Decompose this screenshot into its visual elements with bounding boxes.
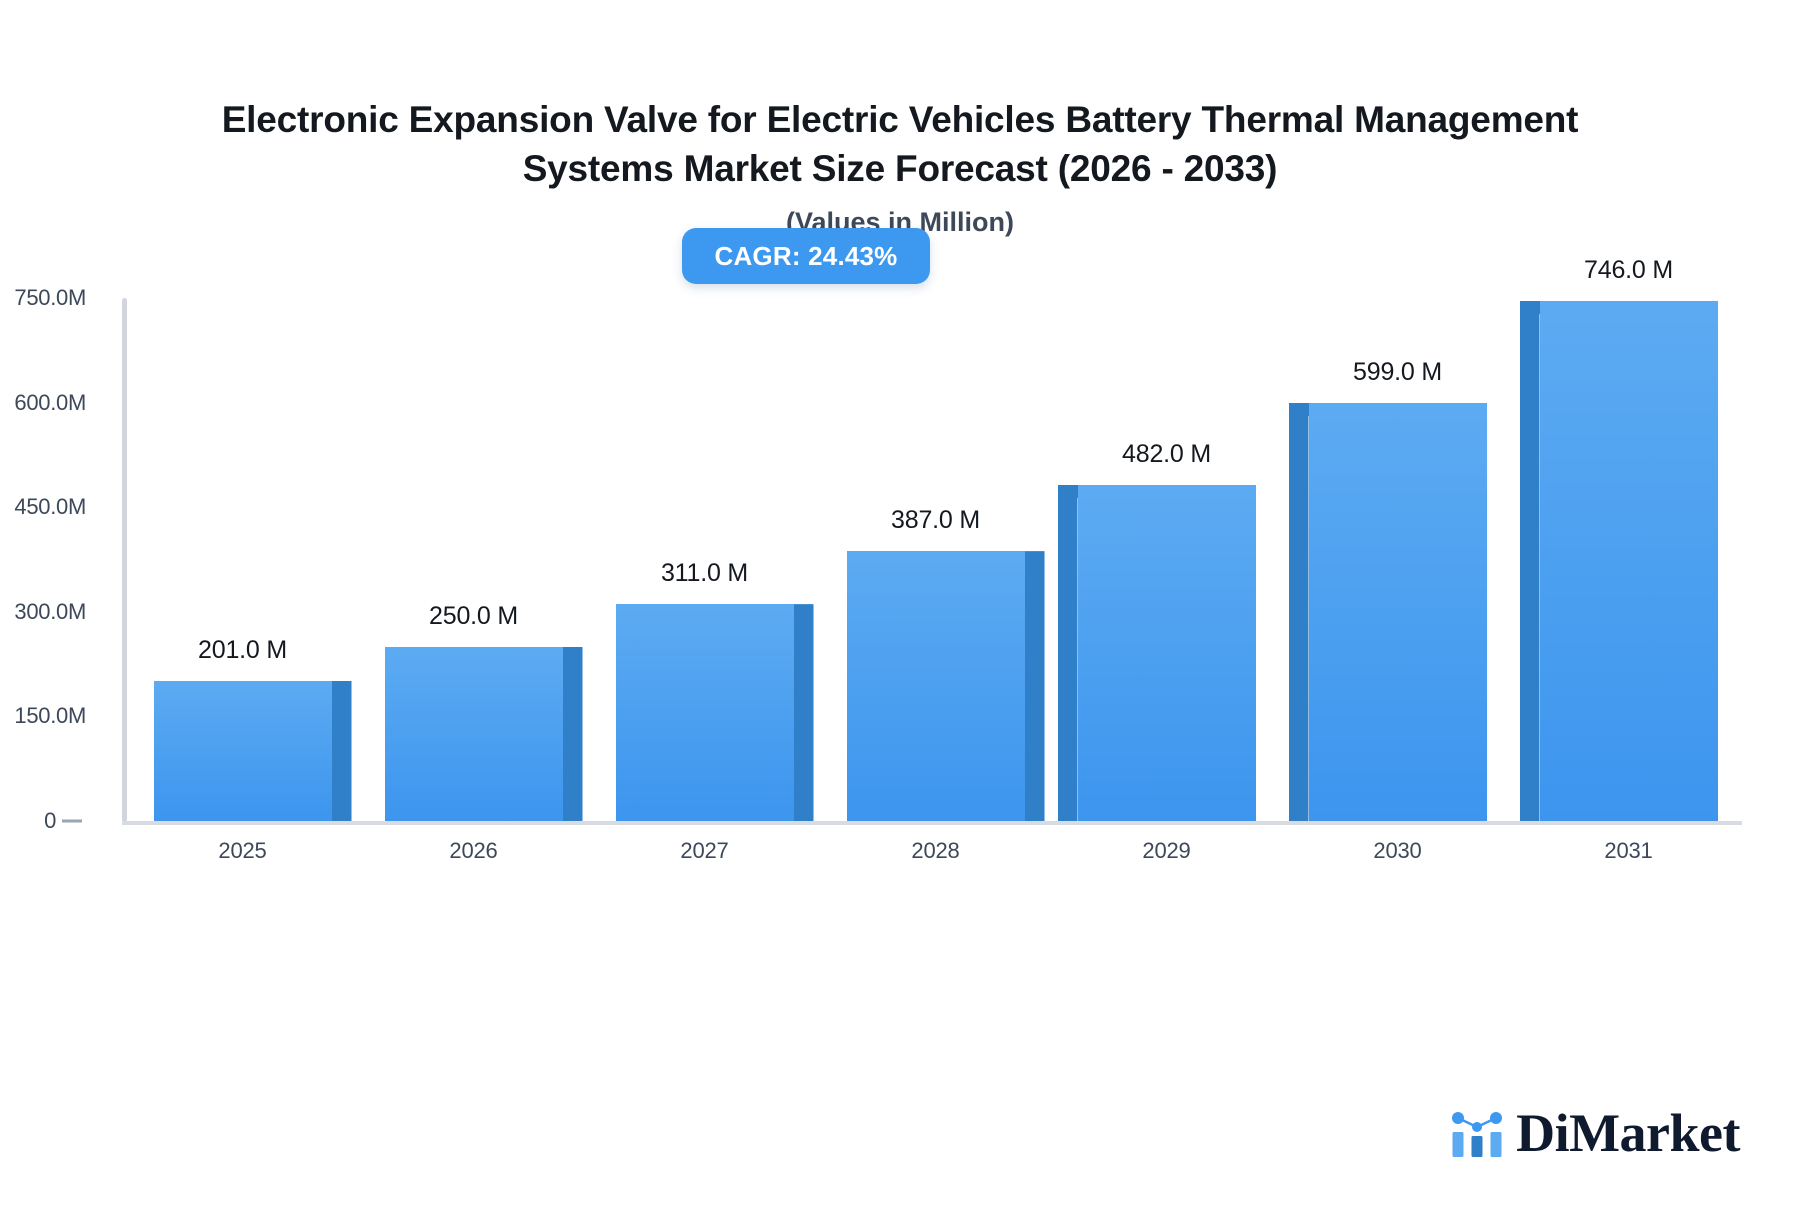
bar[interactable] <box>1077 484 1256 821</box>
y-axis-tick-label: 450.0M <box>14 494 86 520</box>
bar-group-2029[interactable]: 482.0 M <box>1057 290 1256 822</box>
x-axis-tick-label: 2026 <box>449 838 498 863</box>
bar-value-label: 201.0 M <box>198 635 287 664</box>
bar[interactable] <box>1308 403 1487 821</box>
cagr-badge-label: CAGR: 24.43% <box>714 240 898 271</box>
bar-depth-top <box>793 604 814 618</box>
bar-depth-side <box>1024 563 1045 821</box>
chart-header: Electronic Expansion Valve for Electric … <box>150 96 1650 238</box>
bar[interactable] <box>846 551 1025 821</box>
bar[interactable] <box>384 646 563 821</box>
y-axis-tick-label: 600.0M <box>14 389 86 415</box>
bar-value-label: 250.0 M <box>429 601 518 630</box>
bar-value-label: 311.0 M <box>660 559 749 588</box>
y-axis-tick-label: 0 <box>44 808 56 833</box>
bar-series: 201.0 M 250.0 M 311.0 M 387.0 M 482.0 M 599.0… <box>127 256 1744 822</box>
y-axis-tick-label: 750.0M <box>14 285 86 310</box>
bar-depth-top <box>1057 484 1078 498</box>
bar-group-2030[interactable]: 599.0 M <box>1288 290 1487 822</box>
bar-value-label: 746.0 M <box>1584 255 1673 284</box>
y-axis-tick-mark <box>62 819 82 823</box>
bar-depth-top <box>331 680 352 694</box>
bar-depth-top <box>1288 403 1309 417</box>
bar-depth-top <box>562 646 583 660</box>
bar-depth-side <box>793 616 814 821</box>
bar[interactable] <box>615 604 794 821</box>
bar-group-2031[interactable]: 746.0 M <box>1519 256 1718 822</box>
bar-value-label: 482.0 M <box>1122 439 1211 468</box>
bar[interactable] <box>153 680 332 821</box>
bar-group-2025[interactable]: 201.0 M <box>153 290 352 822</box>
bar-depth-top <box>1024 551 1045 565</box>
bar-depth-side <box>562 658 583 821</box>
bar-group-2027[interactable]: 311.0 M <box>615 290 814 822</box>
brand-logo: DiMarket <box>1451 1106 1740 1160</box>
bar-depth-side <box>1057 496 1078 821</box>
y-axis-tick-label: 150.0M <box>14 703 86 729</box>
bar-depth-top <box>1519 300 1540 314</box>
x-axis-tick-label: 2027 <box>680 838 729 863</box>
y-axis-tick-label: 300.0M <box>14 598 86 624</box>
bar-group-2026[interactable]: 250.0 M <box>384 290 583 822</box>
x-axis-tick-label: 2031 <box>1604 838 1653 863</box>
y-axis-tick-labels: 0 150.0M 300.0M 450.0M 600.0M 750.0M <box>0 285 104 910</box>
x-axis-line <box>122 821 1742 825</box>
cagr-badge: CAGR: 24.43% <box>682 228 930 284</box>
bar-depth-side <box>1519 312 1540 821</box>
x-axis-tick-label: 2029 <box>1142 838 1191 863</box>
bar-depth-side <box>331 692 352 821</box>
brand-name: DiMarket <box>1516 1103 1740 1163</box>
bar-chart-logo-icon <box>1452 1112 1503 1157</box>
bar-depth-side <box>1288 415 1309 821</box>
bar-group-2028[interactable]: 387.0 M <box>846 290 1045 822</box>
bar[interactable] <box>1539 300 1718 821</box>
x-axis-tick-labels: 2025 2026 2027 2028 2029 2030 2031 <box>127 838 1744 878</box>
bar-value-label: 387.0 M <box>891 506 980 535</box>
x-axis-tick-label: 2028 <box>911 838 960 863</box>
y-axis-line <box>122 298 127 822</box>
x-axis-tick-label: 2030 <box>1373 838 1422 863</box>
bar-value-label: 599.0 M <box>1353 358 1442 387</box>
x-axis-tick-label: 2025 <box>218 838 267 863</box>
page-title: Electronic Expansion Valve for Electric … <box>221 99 1579 189</box>
